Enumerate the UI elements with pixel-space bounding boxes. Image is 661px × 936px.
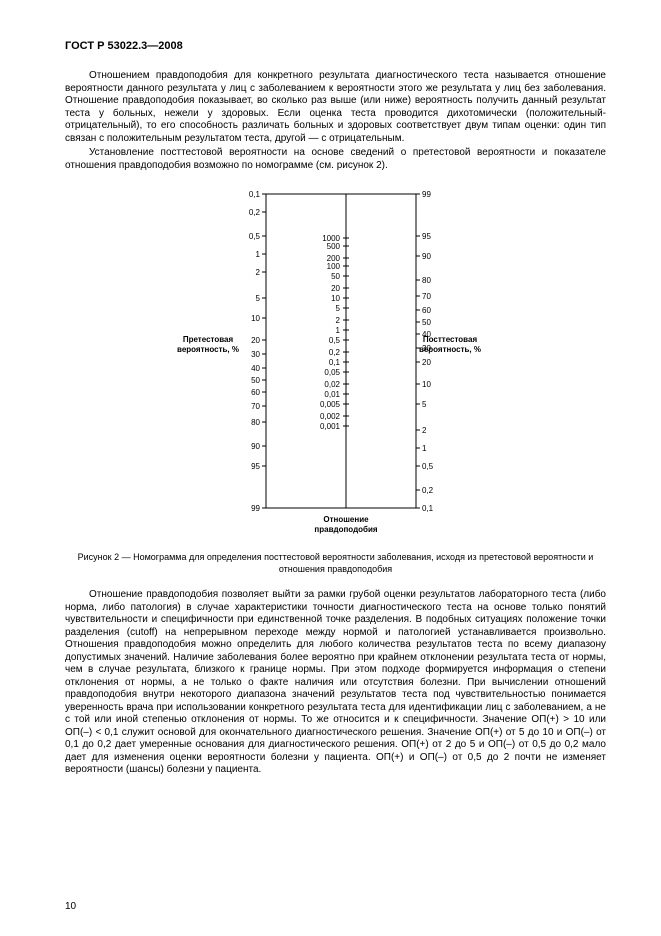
- svg-text:50: 50: [422, 318, 431, 327]
- svg-text:5: 5: [255, 294, 260, 303]
- svg-text:100: 100: [326, 262, 340, 271]
- svg-text:0,05: 0,05: [324, 368, 340, 377]
- svg-text:1: 1: [255, 250, 260, 259]
- svg-text:10: 10: [422, 380, 431, 389]
- svg-text:0,002: 0,002: [319, 412, 340, 421]
- svg-text:1: 1: [335, 326, 340, 335]
- svg-text:20: 20: [251, 336, 260, 345]
- page-number: 10: [65, 901, 76, 912]
- svg-text:0,2: 0,2: [328, 348, 340, 357]
- svg-text:500: 500: [326, 242, 340, 251]
- svg-text:0,2: 0,2: [248, 208, 260, 217]
- svg-text:1: 1: [422, 444, 427, 453]
- svg-text:70: 70: [251, 402, 260, 411]
- paragraph-2-text: Установление посттестовой вероятности на…: [65, 147, 606, 171]
- nomogram-svg: 0,10,20,51251020304050607080909599999590…: [156, 184, 516, 544]
- svg-text:99: 99: [251, 504, 260, 513]
- svg-text:10: 10: [331, 294, 340, 303]
- svg-text:0,5: 0,5: [248, 232, 260, 241]
- svg-text:90: 90: [422, 252, 431, 261]
- svg-text:30: 30: [251, 350, 260, 359]
- svg-text:0,2: 0,2: [422, 486, 434, 495]
- svg-text:0,001: 0,001: [319, 422, 340, 431]
- svg-text:0,1: 0,1: [248, 190, 260, 199]
- svg-text:2: 2: [422, 426, 427, 435]
- svg-text:90: 90: [251, 442, 260, 451]
- svg-text:0,5: 0,5: [422, 462, 434, 471]
- svg-text:80: 80: [251, 418, 260, 427]
- paragraph-3-text: Отношение правдоподобия позволяет выйти …: [65, 589, 606, 775]
- svg-text:0,1: 0,1: [422, 504, 434, 513]
- svg-text:70: 70: [422, 292, 431, 301]
- svg-text:99: 99: [422, 190, 431, 199]
- svg-text:5: 5: [335, 304, 340, 313]
- svg-text:Претестовая: Претестовая: [182, 335, 233, 344]
- svg-text:60: 60: [422, 306, 431, 315]
- svg-text:Посттестовая: Посттестовая: [422, 335, 477, 344]
- svg-text:2: 2: [335, 316, 340, 325]
- svg-text:правдоподобия: правдоподобия: [314, 525, 377, 534]
- svg-text:5: 5: [422, 400, 427, 409]
- svg-text:80: 80: [422, 276, 431, 285]
- svg-text:0,005: 0,005: [319, 400, 340, 409]
- svg-text:95: 95: [251, 462, 260, 471]
- svg-text:10: 10: [251, 314, 260, 323]
- svg-text:60: 60: [251, 388, 260, 397]
- svg-text:50: 50: [251, 376, 260, 385]
- svg-text:0,5: 0,5: [328, 336, 340, 345]
- svg-text:0,02: 0,02: [324, 380, 340, 389]
- paragraph-2: Установление посттестовой вероятности на…: [65, 147, 606, 172]
- svg-text:40: 40: [251, 364, 260, 373]
- svg-text:95: 95: [422, 232, 431, 241]
- nomogram-figure: 0,10,20,51251020304050607080909599999590…: [65, 184, 606, 544]
- paragraph-3: Отношение правдоподобия позволяет выйти …: [65, 589, 606, 777]
- paragraph-1-text: Отношением правдоподобия для конкретного…: [65, 70, 606, 144]
- svg-text:вероятность, %: вероятность, %: [177, 345, 239, 354]
- svg-text:0,1: 0,1: [328, 358, 340, 367]
- svg-text:50: 50: [331, 272, 340, 281]
- doc-header: ГОСТ Р 53022.3—2008: [65, 40, 606, 52]
- svg-text:0,01: 0,01: [324, 390, 340, 399]
- svg-text:вероятность, %: вероятность, %: [419, 345, 481, 354]
- figure-caption: Рисунок 2 — Номограмма для определения п…: [65, 552, 606, 575]
- svg-text:2: 2: [255, 268, 260, 277]
- svg-text:20: 20: [331, 284, 340, 293]
- svg-text:Отношение: Отношение: [323, 515, 369, 524]
- paragraph-1: Отношением правдоподобия для конкретного…: [65, 70, 606, 145]
- svg-text:20: 20: [422, 358, 431, 367]
